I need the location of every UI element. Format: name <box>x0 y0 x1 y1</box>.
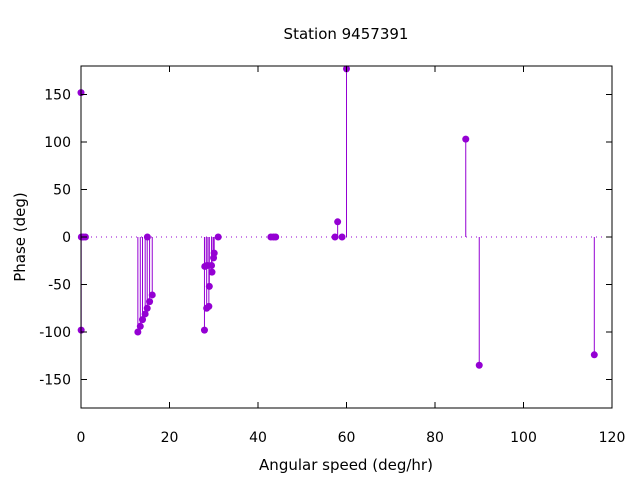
x-tick-labels: 0 20 40 60 80 100 120 <box>77 430 626 446</box>
y-tick-label: 0 <box>62 230 71 246</box>
data-point <box>139 316 147 324</box>
data-point <box>208 268 216 276</box>
data-point <box>338 233 346 241</box>
stems <box>80 68 595 366</box>
chart-title: Station 9457391 <box>284 25 409 43</box>
data-point <box>143 233 151 241</box>
data-point <box>210 249 218 257</box>
y-tick-labels: -150 -100 -50 0 50 100 150 <box>39 88 71 389</box>
data-point <box>334 218 342 226</box>
x-tick-label: 100 <box>510 430 537 446</box>
x-tick-label: 120 <box>599 430 626 446</box>
data-point <box>475 361 483 369</box>
data-point <box>143 304 151 312</box>
y-tick-label: 50 <box>53 183 71 199</box>
data-point <box>148 291 156 299</box>
x-tick-label: 40 <box>249 430 267 446</box>
data-point <box>136 322 144 330</box>
data-point <box>200 326 208 334</box>
data-point <box>146 298 154 306</box>
x-axis-title: Angular speed (deg/hr) <box>259 456 433 474</box>
data-point <box>272 233 280 241</box>
data-point <box>134 328 142 336</box>
y-tick-label: 150 <box>44 88 71 104</box>
y-tick-label: -100 <box>39 325 71 341</box>
data-point <box>331 233 339 241</box>
x-tick-label: 60 <box>338 430 356 446</box>
data-point <box>205 302 213 310</box>
x-tick-label: 20 <box>161 430 179 446</box>
data-point <box>205 282 213 290</box>
x-tick-label: 80 <box>426 430 444 446</box>
data-point <box>141 310 149 318</box>
x-tick-label: 0 <box>77 430 86 446</box>
data-point <box>590 351 598 359</box>
y-axis-title: Phase (deg) <box>11 192 29 282</box>
y-tick-label: 100 <box>44 135 71 151</box>
data-point <box>462 135 470 143</box>
data-point <box>214 233 222 241</box>
y-tick-label: -50 <box>48 278 71 294</box>
ticks <box>80 66 613 408</box>
data-point <box>208 262 216 269</box>
y-tick-label: -150 <box>39 373 71 389</box>
points <box>77 65 598 369</box>
